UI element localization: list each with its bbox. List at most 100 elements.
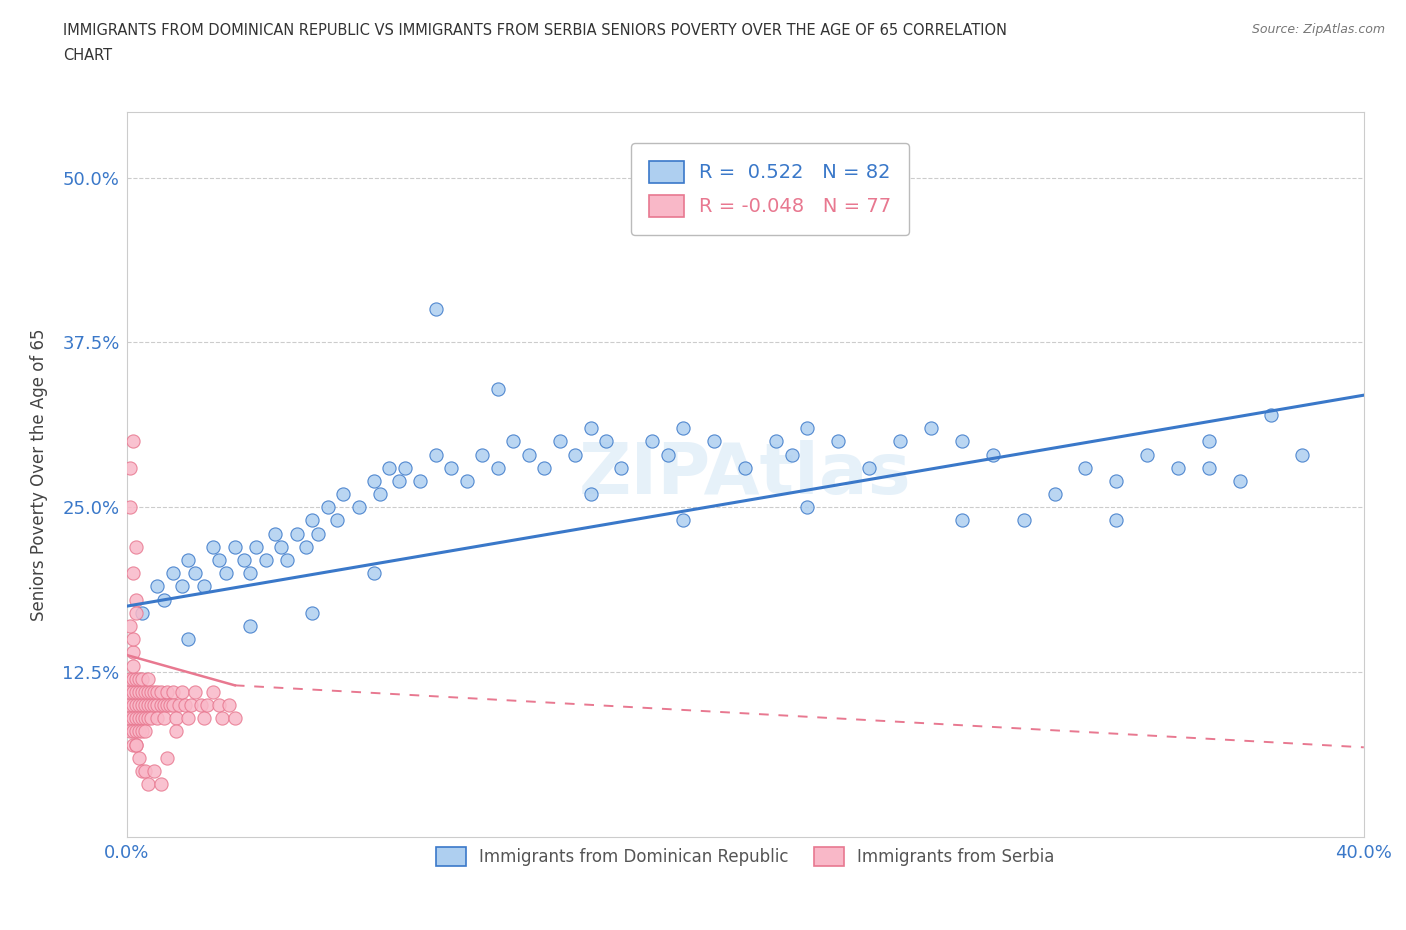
- Point: [1043, 486, 1066, 501]
- Point: [118, 671, 141, 686]
- Text: CHART: CHART: [63, 48, 112, 63]
- Point: [118, 460, 141, 475]
- Point: [136, 777, 159, 791]
- Point: [131, 724, 153, 739]
- Point: [254, 552, 277, 567]
- Point: [765, 434, 787, 449]
- Point: [118, 618, 141, 633]
- Point: [125, 539, 148, 554]
- Point: [149, 777, 172, 791]
- Point: [1074, 460, 1097, 475]
- Point: [125, 698, 148, 712]
- Point: [128, 684, 150, 699]
- Point: [134, 724, 156, 739]
- Point: [121, 671, 143, 686]
- Point: [858, 460, 880, 475]
- Point: [118, 684, 141, 699]
- Point: [440, 460, 463, 475]
- Point: [121, 631, 143, 646]
- Point: [218, 698, 240, 712]
- Point: [152, 711, 174, 725]
- Point: [245, 539, 267, 554]
- Point: [233, 552, 256, 567]
- Point: [134, 711, 156, 725]
- Point: [141, 684, 163, 699]
- Point: [128, 671, 150, 686]
- Point: [128, 711, 150, 725]
- Point: [610, 460, 633, 475]
- Point: [125, 605, 148, 620]
- Point: [118, 499, 141, 514]
- Point: [141, 711, 163, 725]
- Point: [533, 460, 555, 475]
- Point: [143, 764, 166, 778]
- Point: [177, 711, 200, 725]
- Point: [425, 447, 447, 462]
- Point: [131, 605, 153, 620]
- Point: [131, 711, 153, 725]
- Point: [548, 434, 571, 449]
- Point: [121, 644, 143, 659]
- Point: [177, 552, 200, 567]
- Point: [486, 460, 509, 475]
- Point: [703, 434, 725, 449]
- Point: [347, 499, 370, 514]
- Point: [152, 592, 174, 607]
- Point: [208, 552, 231, 567]
- Text: IMMIGRANTS FROM DOMINICAN REPUBLIC VS IMMIGRANTS FROM SERBIA SENIORS POVERTY OVE: IMMIGRANTS FROM DOMINICAN REPUBLIC VS IM…: [63, 23, 1007, 38]
- Point: [981, 447, 1004, 462]
- Point: [579, 420, 602, 435]
- Point: [146, 698, 169, 712]
- Point: [295, 539, 318, 554]
- Point: [409, 473, 432, 488]
- Point: [149, 684, 172, 699]
- Point: [332, 486, 354, 501]
- Point: [152, 698, 174, 712]
- Point: [672, 513, 695, 528]
- Point: [125, 737, 148, 752]
- Point: [316, 499, 339, 514]
- Point: [363, 565, 385, 580]
- Point: [131, 698, 153, 712]
- Point: [486, 381, 509, 396]
- Point: [136, 698, 159, 712]
- Point: [162, 684, 184, 699]
- Point: [125, 737, 148, 752]
- Point: [1105, 513, 1128, 528]
- Point: [134, 684, 156, 699]
- Point: [301, 513, 323, 528]
- Point: [125, 711, 148, 725]
- Point: [456, 473, 478, 488]
- Point: [156, 751, 179, 765]
- Point: [734, 460, 756, 475]
- Point: [118, 724, 141, 739]
- Point: [131, 671, 153, 686]
- Point: [1012, 513, 1035, 528]
- Point: [471, 447, 494, 462]
- Point: [143, 698, 166, 712]
- Point: [1105, 473, 1128, 488]
- Point: [368, 486, 391, 501]
- Point: [121, 698, 143, 712]
- Point: [363, 473, 385, 488]
- Point: [388, 473, 411, 488]
- Point: [141, 698, 163, 712]
- Point: [172, 684, 194, 699]
- Point: [796, 420, 818, 435]
- Point: [134, 698, 156, 712]
- Point: [595, 434, 617, 449]
- Point: [950, 434, 973, 449]
- Text: ZIPAtlas: ZIPAtlas: [579, 440, 911, 509]
- Point: [672, 420, 695, 435]
- Point: [211, 711, 233, 725]
- Point: [125, 592, 148, 607]
- Point: [889, 434, 911, 449]
- Point: [1198, 460, 1220, 475]
- Point: [1198, 434, 1220, 449]
- Point: [564, 447, 586, 462]
- Point: [177, 631, 200, 646]
- Point: [517, 447, 540, 462]
- Point: [162, 698, 184, 712]
- Point: [202, 539, 225, 554]
- Point: [118, 711, 141, 725]
